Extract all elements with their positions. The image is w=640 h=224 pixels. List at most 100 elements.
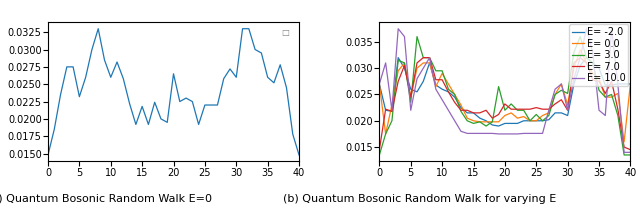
Line: E= 3.0: E= 3.0	[380, 37, 630, 155]
E= -2.0	[545, 118, 553, 121]
E= 10.0	[376, 83, 383, 85]
E= 3.0	[539, 119, 547, 122]
E= -2.0	[426, 62, 433, 64]
E= 10.0	[627, 151, 634, 154]
E= 7.0	[419, 56, 427, 59]
E= 3.0	[401, 62, 408, 64]
E= 0.0	[602, 96, 609, 98]
E= 10.0	[564, 109, 572, 112]
E= 3.0	[595, 89, 603, 92]
E= 0.0	[488, 121, 496, 123]
E= 10.0	[445, 109, 452, 112]
E= 3.0	[419, 56, 427, 59]
E= 10.0	[602, 114, 609, 117]
E= 7.0	[382, 108, 390, 110]
E= 3.0	[451, 93, 458, 96]
E= 0.0	[457, 104, 465, 106]
E= 0.0	[413, 67, 421, 69]
E= 10.0	[457, 130, 465, 133]
Line: E= 10.0: E= 10.0	[380, 29, 630, 152]
Line: E= -2.0: E= -2.0	[380, 58, 630, 126]
E= 10.0	[426, 56, 433, 59]
E= 10.0	[470, 132, 477, 135]
E= 10.0	[577, 56, 584, 59]
E= 7.0	[564, 109, 572, 112]
E= 7.0	[508, 108, 515, 110]
E= 0.0	[577, 48, 584, 51]
E= 10.0	[570, 77, 578, 80]
E= 10.0	[463, 132, 471, 135]
E= 0.0	[426, 62, 433, 64]
E= 3.0	[589, 62, 596, 64]
E= 10.0	[520, 132, 527, 135]
E= 7.0	[426, 56, 433, 59]
E= 7.0	[595, 80, 603, 83]
E= 3.0	[394, 59, 402, 62]
E= 3.0	[564, 92, 572, 95]
E= -2.0	[627, 83, 634, 85]
E= 10.0	[608, 27, 616, 30]
E= 10.0	[545, 109, 553, 112]
E= 0.0	[445, 83, 452, 85]
Line: E= 0.0: E= 0.0	[380, 50, 630, 142]
E= 7.0	[457, 109, 465, 112]
E= 0.0	[614, 92, 621, 95]
Text: (b) Quantum Bosonic Random Walk for varying E: (b) Quantum Bosonic Random Walk for vary…	[283, 194, 556, 204]
E= -2.0	[520, 119, 527, 122]
E= 0.0	[495, 121, 502, 123]
E= 10.0	[476, 132, 484, 135]
E= 3.0	[426, 56, 433, 59]
E= 0.0	[545, 112, 553, 114]
E= 10.0	[451, 119, 458, 122]
E= 3.0	[388, 119, 396, 122]
E= 3.0	[376, 154, 383, 156]
E= 7.0	[577, 56, 584, 59]
E= 10.0	[539, 132, 547, 135]
E= -2.0	[432, 84, 440, 86]
E= 10.0	[526, 132, 534, 135]
E= 3.0	[495, 85, 502, 88]
E= 3.0	[508, 103, 515, 105]
E= 0.0	[551, 93, 559, 96]
E= 3.0	[627, 154, 634, 156]
E= 7.0	[501, 103, 509, 105]
E= 7.0	[451, 101, 458, 104]
E= -2.0	[445, 90, 452, 93]
E= -2.0	[382, 109, 390, 112]
E= 0.0	[476, 121, 484, 123]
E= 3.0	[432, 69, 440, 72]
E= 10.0	[501, 133, 509, 135]
E= -2.0	[532, 119, 540, 122]
E= 0.0	[589, 72, 596, 75]
E= -2.0	[508, 122, 515, 125]
E= -2.0	[539, 119, 547, 122]
E= 10.0	[394, 27, 402, 30]
E= 10.0	[482, 132, 490, 135]
E= 0.0	[508, 112, 515, 114]
E= -2.0	[407, 88, 415, 90]
E= -2.0	[482, 119, 490, 122]
E= 7.0	[520, 108, 527, 110]
E= 3.0	[582, 56, 590, 59]
E= 0.0	[570, 67, 578, 69]
E= 10.0	[382, 62, 390, 64]
E= -2.0	[602, 84, 609, 86]
E= 7.0	[620, 146, 628, 149]
E= 0.0	[470, 119, 477, 122]
E= 7.0	[388, 110, 396, 113]
E= 0.0	[539, 114, 547, 117]
E= -2.0	[413, 90, 421, 93]
E= -2.0	[557, 112, 565, 114]
E= 7.0	[532, 106, 540, 109]
E= -2.0	[564, 114, 572, 117]
E= 0.0	[376, 83, 383, 85]
E= 0.0	[520, 115, 527, 118]
E= 0.0	[432, 85, 440, 88]
E= 3.0	[532, 113, 540, 116]
E= 7.0	[482, 109, 490, 112]
E= -2.0	[595, 67, 603, 69]
E= 3.0	[482, 125, 490, 127]
E= 10.0	[589, 51, 596, 54]
E= 0.0	[438, 72, 446, 75]
E= 3.0	[513, 109, 521, 112]
